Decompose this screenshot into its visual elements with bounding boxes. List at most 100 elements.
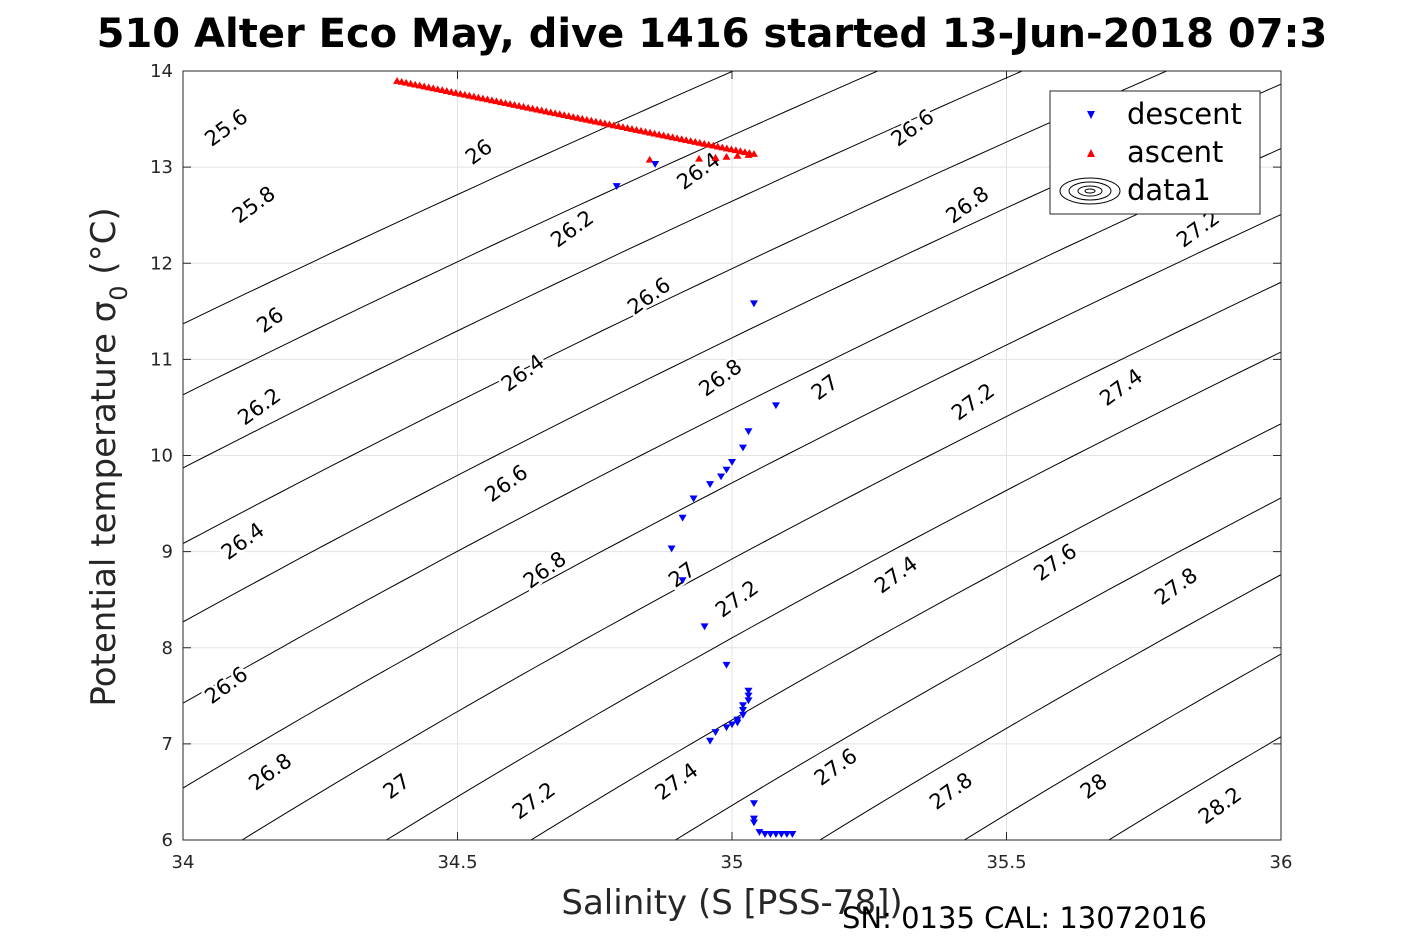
ascent-point — [659, 131, 668, 139]
ascent-point — [397, 77, 406, 85]
ascent-point — [645, 155, 654, 163]
ascent-point — [528, 104, 537, 112]
ascent-point — [600, 119, 609, 127]
ascent-point — [393, 77, 402, 84]
descent-point — [738, 707, 747, 714]
legend-descent-label: descent — [1127, 97, 1242, 131]
ascent-point — [402, 78, 411, 86]
ascent-point — [560, 111, 569, 119]
x-tick-label: 35.5 — [986, 852, 1026, 873]
ascent-point — [641, 127, 650, 135]
descent-point — [728, 459, 736, 466]
ascent-point — [718, 143, 727, 151]
contour-line-27.2 — [385, 351, 1281, 840]
ascent-point — [573, 114, 582, 121]
ascent-point — [632, 126, 641, 133]
legend-descent-marker — [1087, 111, 1095, 119]
descent-series — [612, 161, 797, 838]
serial-calibration-footer: SN: 0135 CAL: 13072016 — [842, 901, 1207, 935]
ascent-point — [515, 101, 524, 109]
ascent-point — [618, 123, 627, 131]
descent-point — [722, 661, 731, 669]
descent-point — [749, 800, 758, 808]
ascent-point — [731, 146, 740, 154]
x-axis-label: Salinity (S [PSS-78]) — [561, 883, 902, 923]
ascent-point — [596, 118, 605, 126]
ascent-point — [722, 144, 731, 152]
ascent-point — [406, 79, 415, 87]
ascent-point — [627, 125, 636, 132]
legend-box — [1049, 90, 1261, 215]
ascent-point — [682, 136, 691, 143]
contour-line-25.6 — [183, 71, 735, 325]
ascent-point — [605, 120, 614, 128]
ascent-point — [646, 128, 655, 136]
ascent-point — [474, 93, 483, 101]
ascent-point — [442, 87, 451, 94]
ascent-point — [424, 83, 433, 91]
ascent-point — [465, 91, 474, 99]
descent-point — [744, 687, 753, 695]
ascent-point — [469, 92, 478, 100]
descent-point — [667, 545, 676, 553]
y-tick-label: 13 — [150, 157, 173, 178]
descent-point — [738, 702, 747, 710]
descent-point — [738, 711, 747, 719]
ascent-point — [591, 117, 600, 125]
descent-point — [651, 161, 660, 168]
y-axis-label: Potential temperature σ0 (°C) — [84, 207, 133, 706]
descent-point — [771, 831, 780, 838]
ascent-point — [704, 140, 713, 148]
ascent-point — [582, 115, 591, 123]
descent-point — [706, 737, 715, 745]
ascent-point — [546, 108, 555, 116]
ascent-point — [429, 84, 438, 92]
descent-point — [782, 831, 791, 838]
ascent-point — [655, 130, 664, 138]
ascent-point — [501, 99, 510, 107]
y-tick-label: 12 — [150, 253, 173, 274]
ascent-point — [415, 81, 424, 89]
legend-data1-label: data1 — [1127, 173, 1211, 207]
svg-text:Potential temperature σ0 (°C): Potential temperature σ0 (°C) — [84, 207, 133, 706]
ascent-point — [478, 94, 487, 102]
legend-ascent-marker — [1087, 149, 1095, 157]
ascent-point — [537, 106, 546, 114]
ascent-point — [709, 141, 718, 149]
contour-line-26.2 — [183, 71, 1168, 545]
ascent-point — [700, 139, 709, 147]
descent-point — [749, 815, 758, 823]
x-tick-label: 34 — [172, 852, 195, 873]
ascent-point — [438, 86, 447, 94]
descent-point — [760, 831, 769, 838]
ascent-point — [564, 112, 573, 119]
y-tick-label: 8 — [162, 638, 173, 659]
y-tick-label: 6 — [162, 830, 173, 851]
descent-point — [678, 514, 687, 522]
y-axis-label-sub: 0 — [105, 285, 133, 300]
contour-line-27.6 — [674, 497, 1281, 840]
ascent-point — [555, 110, 564, 118]
descent-point — [744, 692, 753, 700]
ascent-point — [492, 97, 501, 105]
ascent-point — [733, 151, 742, 159]
ascent-point — [510, 101, 519, 108]
ascent-point — [578, 114, 587, 122]
ascent-point — [650, 129, 659, 137]
descent-point — [744, 428, 753, 436]
ascent-point — [677, 135, 686, 143]
ascent-point — [609, 121, 618, 129]
y-tick-label: 11 — [150, 349, 173, 370]
descent-point — [749, 300, 758, 308]
ascent-point — [411, 80, 420, 88]
descent-point — [771, 402, 780, 410]
ascent-point — [487, 96, 496, 104]
y-axis-ticks: 6 7 8 9 10 11 12 13 14 — [150, 61, 1281, 851]
contour-line-27 — [241, 281, 1281, 840]
legend-ascent-label: ascent — [1127, 135, 1223, 169]
descent-point — [728, 721, 736, 729]
x-tick-label: 36 — [1270, 852, 1293, 873]
descent-point — [706, 481, 715, 488]
legend-contour-icon — [1059, 177, 1121, 205]
ascent-point — [447, 88, 456, 95]
